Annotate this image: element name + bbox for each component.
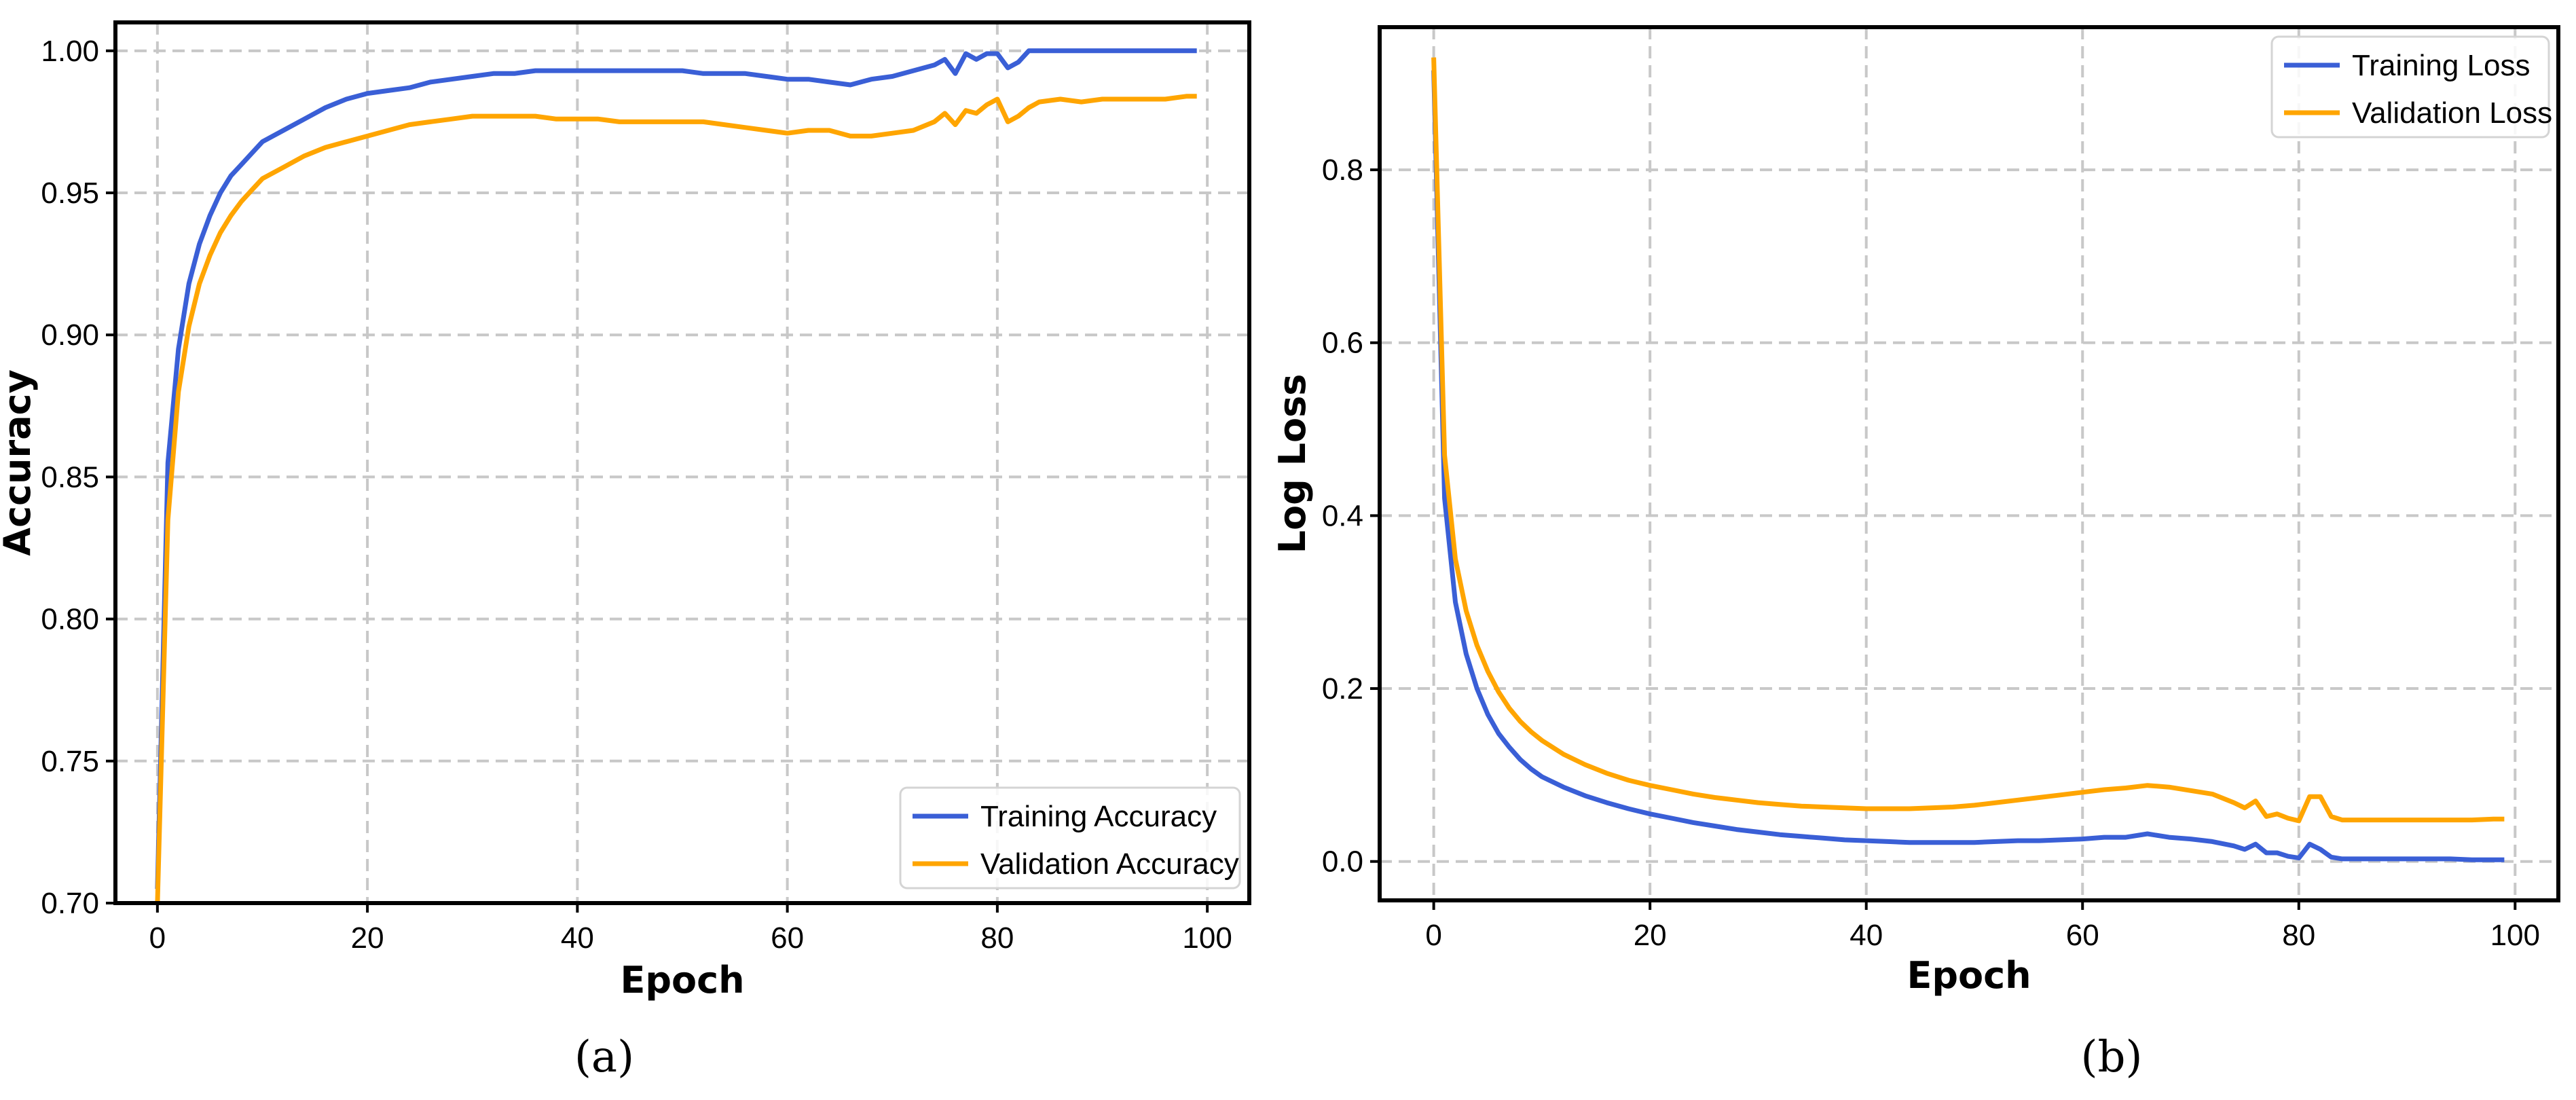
panel-a: 0 20 40 60 80 100 0.70 0.75 0.80 0.85 0.90 0.95 1.0… — [0, 0, 1276, 1100]
y-tick-label: 0.90 — [41, 318, 99, 352]
plot-frame — [113, 20, 1251, 905]
x-tick-label: 20 — [1634, 919, 1667, 952]
y-tick-label: 0.80 — [41, 603, 99, 636]
x-tick-label: 40 — [561, 921, 594, 955]
y-ticks: 0.70 0.75 0.80 0.85 0.90 0.95 1.00 — [41, 35, 115, 920]
plot-frame — [1378, 25, 2560, 902]
grid-lines — [1380, 27, 2558, 900]
y-axis-title: Log Loss — [1276, 374, 1314, 554]
x-axis-title: Epoch — [1907, 954, 2031, 997]
x-tick-label: 80 — [980, 921, 1014, 955]
x-tick-label: 40 — [1850, 919, 1883, 952]
y-ticks: 0.0 0.2 0.4 0.6 0.8 — [1322, 153, 1380, 879]
accuracy-chart: 0 20 40 60 80 100 0.70 0.75 0.80 0.85 0.90 0.95 1.0… — [0, 20, 1251, 1002]
legend-box — [899, 786, 1241, 890]
x-tick-label: 60 — [771, 921, 804, 955]
series-line-training-loss — [1431, 70, 2505, 862]
x-ticks: 0 20 40 60 80 100 — [149, 903, 1232, 955]
x-tick-label: 0 — [149, 921, 166, 955]
x-axis-title: Epoch — [620, 959, 744, 1002]
y-tick-label: 0.4 — [1322, 499, 1363, 532]
x-ticks: 0 20 40 60 80 100 — [1425, 900, 2540, 952]
legend-label: Validation Loss — [2352, 96, 2552, 130]
series-lines — [1431, 57, 2505, 862]
x-tick-label: 80 — [2282, 919, 2315, 952]
y-tick-label: 0.95 — [41, 177, 99, 210]
legend-label: Training Accuracy — [980, 800, 1217, 833]
panel-b: 0 20 40 60 80 100 0.0 0.2 0.4 0.6 0.8 Epoch Log L… — [1276, 0, 2576, 1100]
x-tick-label: 0 — [1425, 919, 1441, 952]
y-tick-label: 1.00 — [41, 35, 99, 68]
grid-lines — [115, 22, 1249, 904]
caption-b: (b) — [2080, 1032, 2143, 1082]
series-line-validation-accuracy — [155, 94, 1197, 904]
y-tick-label: 0.75 — [41, 745, 99, 778]
x-tick-label: 60 — [2066, 919, 2099, 952]
y-tick-label: 0.6 — [1322, 327, 1363, 360]
x-tick-label: 100 — [1182, 921, 1232, 955]
legend: Training Loss Validation Loss — [2270, 35, 2552, 139]
legend: Training Accuracy Validation Accuracy — [899, 786, 1241, 890]
y-tick-label: 0.2 — [1322, 672, 1363, 705]
legend-label: Validation Accuracy — [980, 847, 1239, 881]
log-loss-chart: 0 20 40 60 80 100 0.0 0.2 0.4 0.6 0.8 Epoch Log L… — [1276, 25, 2560, 997]
y-tick-label: 0.85 — [41, 460, 99, 494]
legend-label: Training Loss — [2352, 49, 2531, 82]
y-tick-label: 0.0 — [1322, 845, 1363, 879]
x-tick-label: 20 — [351, 921, 384, 955]
x-tick-label: 100 — [2490, 919, 2540, 952]
series-line-training-accuracy — [155, 48, 1197, 890]
series-lines — [155, 48, 1197, 904]
legend-box — [2270, 35, 2550, 139]
series-line-validation-loss — [1431, 57, 2505, 824]
caption-a: (a) — [574, 1032, 635, 1082]
y-tick-label: 0.70 — [41, 887, 99, 920]
y-tick-label: 0.8 — [1322, 153, 1363, 187]
y-axis-title: Accuracy — [0, 369, 39, 556]
